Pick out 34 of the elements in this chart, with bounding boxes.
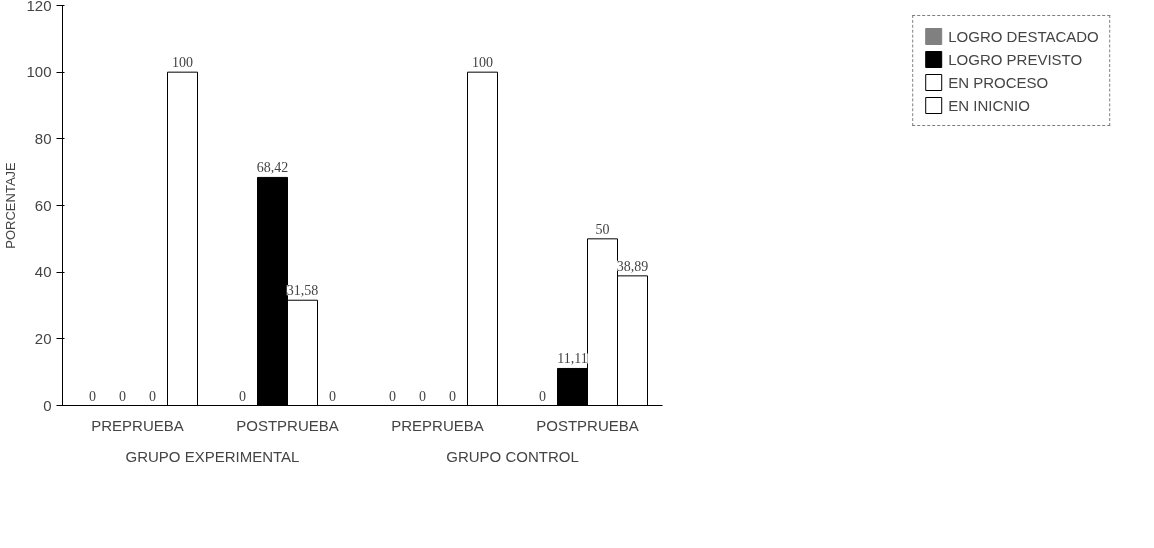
text: GRUPO CONTROL (446, 447, 579, 465)
data-label: 0 (329, 388, 336, 404)
data-label: 0 (449, 388, 456, 404)
x-tick-label: POSTPRUEBA (236, 416, 339, 434)
data-label: 100 (172, 55, 193, 71)
x-tick-label: POSTPRUEBA (536, 416, 639, 434)
data-label: 50 (595, 221, 610, 237)
y-tick-label: 60 (34, 196, 52, 214)
data-label: 0 (539, 388, 546, 404)
data-label: 100 (472, 55, 493, 71)
x-tick-label: PREPRUEBA (91, 416, 184, 434)
y-tick-label: 120 (26, 0, 52, 14)
legend-label: EN PROCESO (948, 73, 1049, 91)
legend-label: LOGRO DESTACADO (948, 27, 1099, 45)
x-tick-label: PREPRUEBA (391, 416, 484, 434)
y-tick-label: 80 (34, 129, 52, 147)
data-label: 68,42 (256, 160, 289, 176)
data-label: 0 (389, 388, 396, 404)
data-label: 0 (239, 388, 246, 404)
y-tick-label: 20 (34, 329, 52, 347)
data-label: 0 (119, 388, 126, 404)
y-tick-label: 100 (26, 63, 52, 81)
legend-label: LOGRO PREVISTO (948, 50, 1083, 68)
data-label: 11,11 (557, 351, 588, 367)
text: GRUPO EXPERIMENTAL (125, 447, 300, 465)
y-tick-label: 40 (34, 263, 52, 281)
legend-label: EN INICNIO (948, 96, 1030, 114)
data-label: 31,58 (286, 283, 319, 299)
y-tick-label: 0 (43, 396, 52, 414)
data-label: 0 (419, 388, 426, 404)
data-label: 38,89 (616, 258, 649, 274)
y-axis-title: PORCENTAJE (3, 161, 19, 249)
data-label: 0 (149, 388, 156, 404)
data-label: 0 (89, 388, 96, 404)
